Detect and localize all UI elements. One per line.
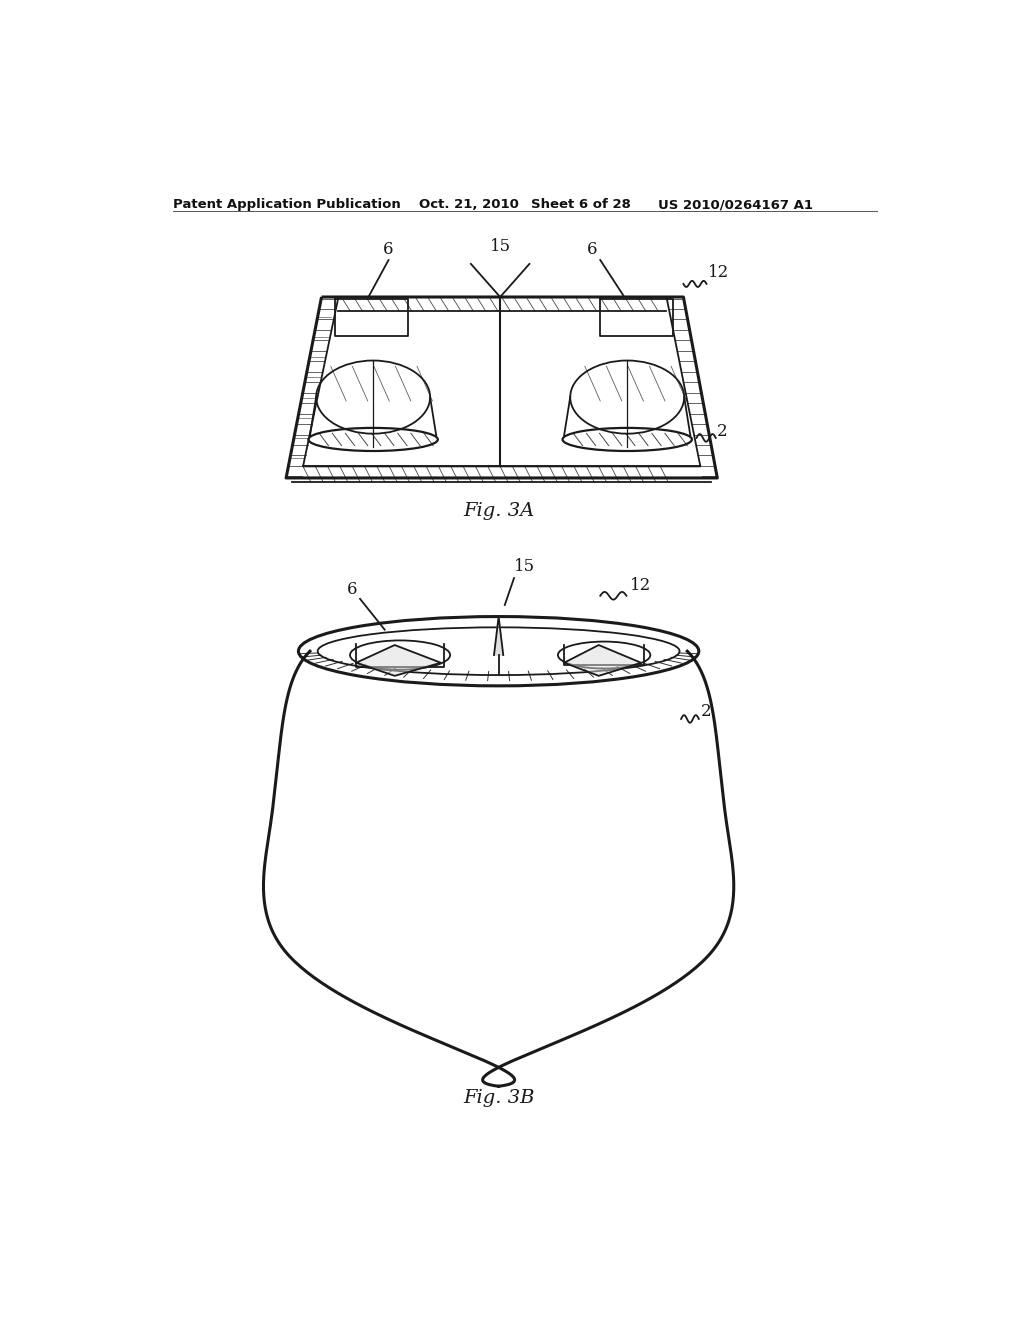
Polygon shape bbox=[564, 645, 641, 676]
Text: 2: 2 bbox=[700, 702, 711, 719]
Text: 12: 12 bbox=[630, 577, 651, 594]
Text: 15: 15 bbox=[489, 239, 511, 256]
Text: 2: 2 bbox=[717, 424, 728, 441]
Polygon shape bbox=[494, 616, 503, 655]
Text: US 2010/0264167 A1: US 2010/0264167 A1 bbox=[658, 198, 813, 211]
Text: Fig. 3B: Fig. 3B bbox=[463, 1089, 535, 1106]
Text: Fig. 3A: Fig. 3A bbox=[463, 502, 535, 520]
Text: Patent Application Publication: Patent Application Publication bbox=[173, 198, 400, 211]
Text: 12: 12 bbox=[708, 264, 729, 281]
Text: 6: 6 bbox=[383, 240, 394, 257]
Polygon shape bbox=[356, 645, 441, 676]
Text: 6: 6 bbox=[588, 240, 598, 257]
Text: Sheet 6 of 28: Sheet 6 of 28 bbox=[531, 198, 631, 211]
Text: 15: 15 bbox=[514, 558, 536, 576]
Text: Oct. 21, 2010: Oct. 21, 2010 bbox=[419, 198, 519, 211]
Text: 6: 6 bbox=[347, 581, 357, 598]
